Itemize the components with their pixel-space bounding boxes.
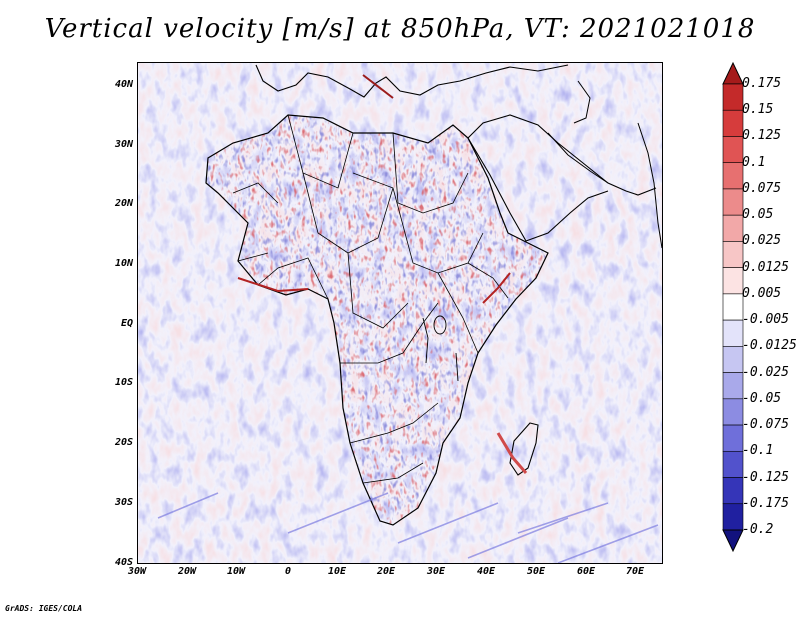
lat-label-30s: 30S — [114, 497, 133, 508]
colorbar-label: -0.005 — [742, 312, 789, 328]
colorbar-segment — [722, 477, 744, 505]
colorbar-label: -0.05 — [742, 390, 782, 406]
colorbar-label: -0.025 — [742, 364, 789, 380]
colorbar-segment — [722, 188, 744, 216]
lon-label-60e: 60E — [576, 566, 596, 577]
lat-label-eq: EQ — [120, 318, 133, 329]
colorbar-segment — [722, 450, 744, 478]
colorbar-label: 0.175 — [742, 76, 782, 91]
lon-label-40e: 40E — [476, 566, 496, 577]
colorbar-top-arrow — [722, 62, 744, 85]
colorbar-label: -0.0125 — [742, 338, 797, 354]
colorbar-label: 0.0125 — [742, 259, 789, 275]
colorbar-segment — [722, 293, 744, 321]
lat-label-30n: 30N — [114, 139, 133, 150]
lon-label-10e: 10E — [327, 566, 347, 577]
lon-label-0: 0 — [284, 566, 292, 577]
colorbar-segment — [722, 398, 744, 426]
lon-label-70e: 70E — [625, 566, 645, 577]
colorbar-label: -0.1 — [742, 443, 774, 459]
country-borders — [232, 114, 509, 484]
lat-label-40n: 40N — [114, 79, 133, 90]
colorbar-label: 0.05 — [742, 207, 774, 223]
lat-label-20s: 20S — [114, 437, 133, 448]
map-title: Vertical velocity [m/s] at 850hPa, VT: 2… — [44, 14, 756, 44]
colorbar-bottom-arrow — [722, 529, 744, 552]
lat-label-20n: 20N — [114, 198, 133, 209]
velocity-field — [138, 63, 662, 563]
colorbar — [722, 62, 744, 552]
colorbar-label: 0.075 — [742, 180, 782, 196]
arabia-coastline — [467, 114, 657, 242]
persian-gulf-coastline — [547, 80, 609, 184]
colorbar-label: 0.125 — [742, 128, 782, 144]
colorbar-label: -0.125 — [742, 469, 789, 485]
lon-label-20w: 20W — [177, 566, 197, 577]
colorbar-label: -0.2 — [742, 522, 774, 537]
colorbar-segment — [722, 109, 744, 137]
lon-label-10w: 10W — [226, 566, 246, 577]
colorbar-segment — [722, 241, 744, 268]
colorbar-segment — [722, 319, 744, 347]
lat-label-10s: 10S — [114, 377, 133, 388]
india-coastline — [637, 122, 662, 249]
map-panel — [137, 62, 663, 564]
colorbar-segment — [722, 83, 744, 111]
colorbar-label: 0.1 — [742, 154, 766, 170]
colorbar-label: 0.005 — [742, 285, 782, 301]
colorbar-label: 0.15 — [742, 102, 774, 118]
colorbar-segment — [722, 162, 744, 190]
lon-label-30w: 30W — [127, 566, 147, 577]
lon-label-50e: 50E — [526, 566, 546, 577]
lat-label-40s: 40S — [114, 557, 133, 568]
europe-coastline — [255, 64, 569, 98]
lat-label-10n: 10N — [114, 258, 133, 269]
colorbar-segment — [722, 424, 744, 452]
colorbar-segment — [722, 372, 744, 400]
colorbar-label: -0.175 — [742, 495, 789, 511]
africa-coastline — [205, 114, 549, 526]
credit-text: GrADS: IGES/COLA — [5, 604, 83, 613]
colorbar-segment — [722, 214, 744, 242]
colorbar-label: 0.025 — [742, 233, 782, 249]
colorbar-label: -0.075 — [742, 417, 789, 433]
lon-label-30e: 30E — [426, 566, 446, 577]
colorbar-segment — [722, 136, 744, 164]
colorbar-segment — [722, 267, 744, 295]
colorbar-segment — [722, 346, 744, 373]
lon-label-20e: 20E — [376, 566, 396, 577]
colorbar-segment — [722, 503, 744, 531]
